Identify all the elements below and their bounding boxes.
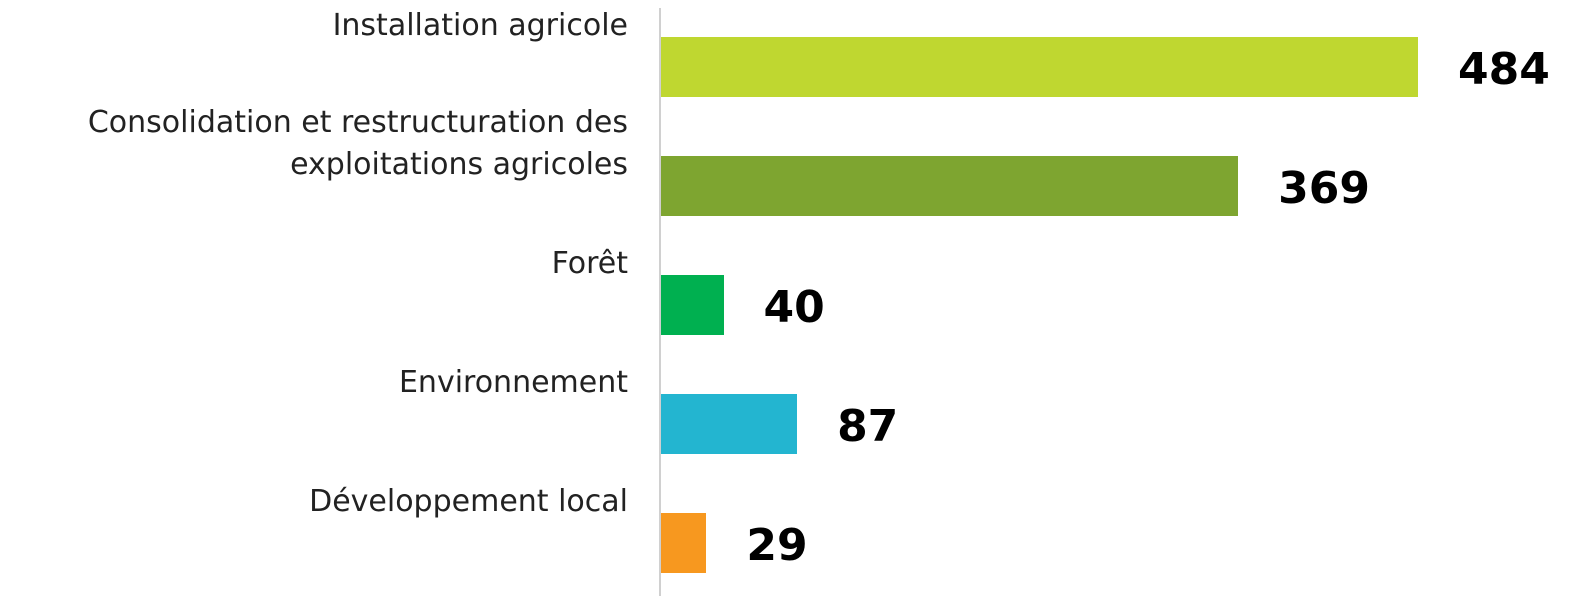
bar	[661, 275, 724, 335]
bar	[661, 394, 798, 454]
value-label: 40	[763, 282, 825, 333]
category-label: Installation agricole	[332, 8, 628, 43]
category-label: Consolidation et restructuration des exp…	[87, 105, 628, 182]
bar	[661, 37, 1418, 97]
category-label: Environnement	[398, 365, 628, 400]
value-label: 369	[1278, 163, 1370, 214]
category-label: Forêt	[551, 246, 628, 281]
category-label: Développement local	[309, 484, 628, 519]
bar	[661, 513, 707, 573]
bar	[661, 156, 1239, 216]
value-label: 484	[1458, 44, 1550, 95]
value-label: 29	[746, 520, 808, 571]
value-label: 87	[837, 401, 899, 452]
axis-line	[659, 8, 661, 596]
